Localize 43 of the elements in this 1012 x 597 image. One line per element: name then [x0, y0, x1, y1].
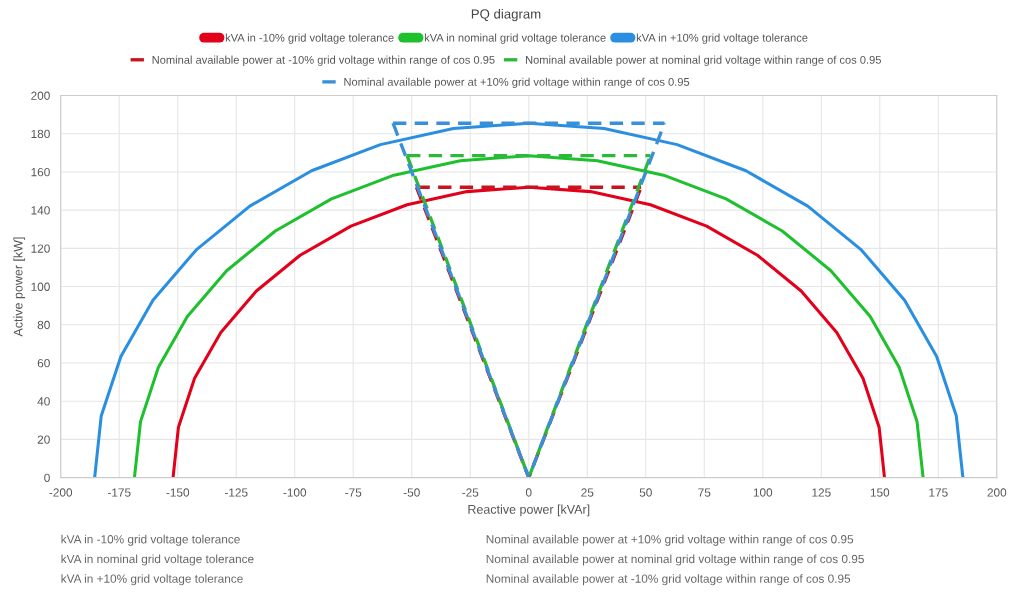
- text: kVA in +10% grid voltage tolerance: [61, 574, 243, 586]
- legend-label: kVA in +10% grid voltage tolerance: [636, 33, 808, 44]
- x-axis-title: Reactive power [kVAr]: [468, 504, 590, 517]
- y-tick-label: 140: [31, 206, 50, 215]
- chart-title: PQ diagram: [471, 8, 541, 22]
- x-tick-label: 125: [812, 488, 831, 497]
- text: Nominal available power at nominal grid voltage within range of cos 0.95: [486, 554, 864, 566]
- legend-label: kVA in -10% grid voltage tolerance: [225, 33, 394, 44]
- x-tick-label: -25: [462, 488, 479, 497]
- y-tick-label: 180: [31, 129, 50, 139]
- legend-label: Nominal available power at +10% grid voltage within range of cos 0.95: [344, 77, 690, 89]
- x-tick-label: -125: [224, 488, 248, 497]
- y-tick-label: 120: [31, 244, 50, 253]
- legend-label: Nominal available power at -10% grid voltage within range of cos 0.95: [152, 55, 495, 66]
- x-tick-label: -100: [283, 488, 307, 497]
- x-tick-label: -200: [49, 488, 73, 497]
- y-tick-label: 20: [37, 435, 50, 444]
- x-tick-label: -175: [107, 488, 131, 497]
- x-tick-label: 50: [639, 488, 652, 497]
- x-tick-label: -50: [403, 488, 420, 497]
- x-tick-label: 0: [525, 488, 532, 497]
- text: kVA in -10% grid voltage tolerance: [61, 534, 240, 546]
- y-tick-label: 40: [37, 397, 50, 406]
- y-tick-label: 160: [31, 167, 50, 177]
- y-tick-label: 100: [31, 282, 50, 291]
- x-tick-label: 200: [987, 488, 1007, 497]
- legend-label: Nominal available power at nominal grid voltage within range of cos 0.95: [525, 55, 881, 66]
- x-tick-label: -150: [166, 488, 190, 497]
- legend-label: kVA in nominal grid voltage tolerance: [424, 33, 606, 44]
- text: Nominal available power at -10% grid voltage within range of cos 0.95: [486, 574, 851, 586]
- y-tick-label: 80: [37, 320, 50, 330]
- x-tick-label: -75: [345, 488, 362, 497]
- x-tick-label: 100: [753, 488, 773, 497]
- text: kVA in nominal grid voltage tolerance: [61, 554, 254, 566]
- y-tick-label: 200: [31, 91, 50, 100]
- text: Nominal available power at +10% grid voltage within range of cos 0.95: [486, 534, 854, 546]
- x-tick-label: 25: [581, 488, 594, 497]
- x-tick-label: 75: [698, 488, 711, 497]
- x-tick-label: 150: [870, 488, 890, 497]
- y-axis-title: Active power [kW]: [13, 237, 26, 337]
- x-tick-label: 175: [929, 488, 948, 497]
- y-tick-label: 60: [37, 359, 50, 368]
- y-tick-label: 0: [44, 473, 50, 482]
